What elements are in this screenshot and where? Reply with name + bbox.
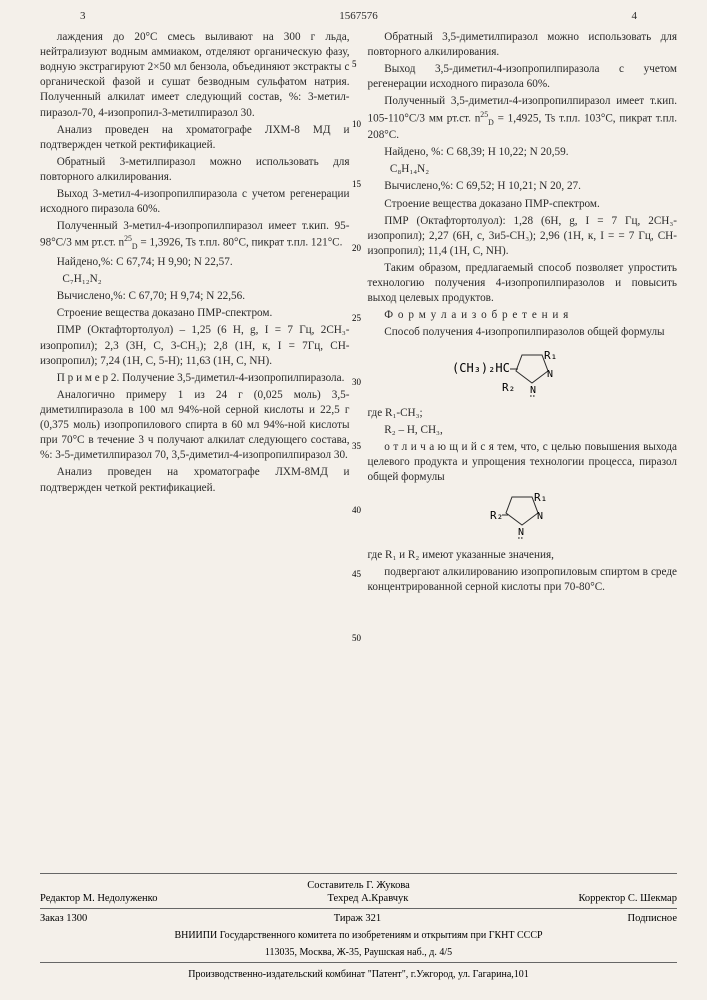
footer: Составитель Г. Жукова Редактор М. Недолу… xyxy=(40,873,677,980)
para: Выход 3-метил-4-изопропилпиразола с учет… xyxy=(40,187,350,217)
para: Полученный 3-метил-4-изопропилпиразол им… xyxy=(40,219,350,253)
subscription: Подписное xyxy=(628,913,677,924)
para: лаждения до 20°С смесь выливают на 300 г… xyxy=(40,30,350,121)
formula: C₇H₁₂N₂ xyxy=(40,272,350,287)
para: Полученный 3,5-диметил-4-изопропилпиразо… xyxy=(368,94,678,143)
svg-text:(CH₃)₂HC: (CH₃)₂HC xyxy=(452,361,510,375)
para: Анализ проведен на хроматографе ЛХМ-8МД … xyxy=(40,465,350,495)
right-column: Обратный 3,5-диметилпиразол можно исполь… xyxy=(368,30,678,597)
editor: Редактор М. Недолуженко xyxy=(40,893,157,904)
para: Найдено, %: С 68,39; Н 10,22; N 20,59. xyxy=(368,145,678,160)
para: Найдено,%: С 67,74; Н 9,90; N 22,57. xyxy=(40,255,350,270)
order: Заказ 1300 xyxy=(40,913,87,924)
para: Строение вещества доказано ПМР-спектром. xyxy=(368,197,678,212)
para: о т л и ч а ю щ и й с я тем, что, с цель… xyxy=(368,440,678,485)
svg-text:N: N xyxy=(537,511,543,522)
doc-number: 1567576 xyxy=(339,10,378,22)
para: Обратный 3,5-диметилпиразол можно исполь… xyxy=(368,30,678,60)
formula: C₈H₁₄N₂ xyxy=(368,162,678,177)
para: Выход 3,5-диметил-4-изопропилпиразола с … xyxy=(368,62,678,92)
svg-text:R₂: R₂ xyxy=(502,381,515,394)
para: Аналогично примеру 1 из 24 г (0,025 моль… xyxy=(40,388,350,464)
svg-text:N: N xyxy=(547,369,553,380)
producer: Производственно-издательский комбинат "П… xyxy=(40,969,677,980)
tirage: Тираж 321 xyxy=(334,913,381,924)
para: R₂ – Н, СН₃, xyxy=(368,423,678,438)
para: Способ получения 4-изопропилпиразолов об… xyxy=(368,325,678,340)
para: П р и м е р 2. Получение 3,5-диметил-4-и… xyxy=(40,371,350,386)
page-left: 3 xyxy=(80,10,86,22)
svg-text:R₁: R₁ xyxy=(534,491,547,504)
compiler: Составитель Г. Жукова xyxy=(307,880,410,891)
corrector: Корректор С. Шекмар xyxy=(578,893,677,904)
para: ПМР (Октафтортолуол) – 1,25 (6 H, g, I =… xyxy=(40,323,350,368)
svg-text:H: H xyxy=(530,394,535,397)
para: Вычислено,%: С 69,52; Н 10,21; N 20, 27. xyxy=(368,179,678,194)
structure-2: R₁ R₂ N N H xyxy=(368,491,678,542)
left-column: лаждения до 20°С смесь выливают на 300 г… xyxy=(40,30,350,597)
para: Таким образом, предлагаемый способ позво… xyxy=(368,261,678,306)
org: ВНИИПИ Государственного комитета по изоб… xyxy=(40,930,677,941)
svg-text:H: H xyxy=(518,536,523,539)
page-right: 4 xyxy=(632,10,638,22)
para: подвергают алкилированию изопропиловым с… xyxy=(368,565,678,595)
para: Обратный 3-метилпиразол можно использова… xyxy=(40,155,350,185)
svg-text:R₂: R₂ xyxy=(490,509,503,522)
addr: 113035, Москва, Ж-35, Раушская наб., д. … xyxy=(40,947,677,958)
para: ПМР (Октафтортолуол): 1,28 (6Н, g, I = 7… xyxy=(368,214,678,259)
para: Строение вещества доказано ПМР-спектром. xyxy=(40,306,350,321)
techred: Техред А.Кравчук xyxy=(328,893,409,904)
para: Вычислено,%: С 67,70; Н 9,74; N 22,56. xyxy=(40,289,350,304)
svg-text:R₁: R₁ xyxy=(544,349,557,362)
structure-1: (CH₃)₂HC R₁ R₂ N N H xyxy=(368,347,678,400)
para: Анализ проведен на хроматографе ЛХМ-8 МД… xyxy=(40,123,350,153)
para: Ф о р м у л а и з о б р е т е н и я xyxy=(368,308,678,323)
para: где R₁-CH₃; xyxy=(368,406,678,421)
para: где R₁ и R₂ имеют указанные значения, xyxy=(368,548,678,563)
